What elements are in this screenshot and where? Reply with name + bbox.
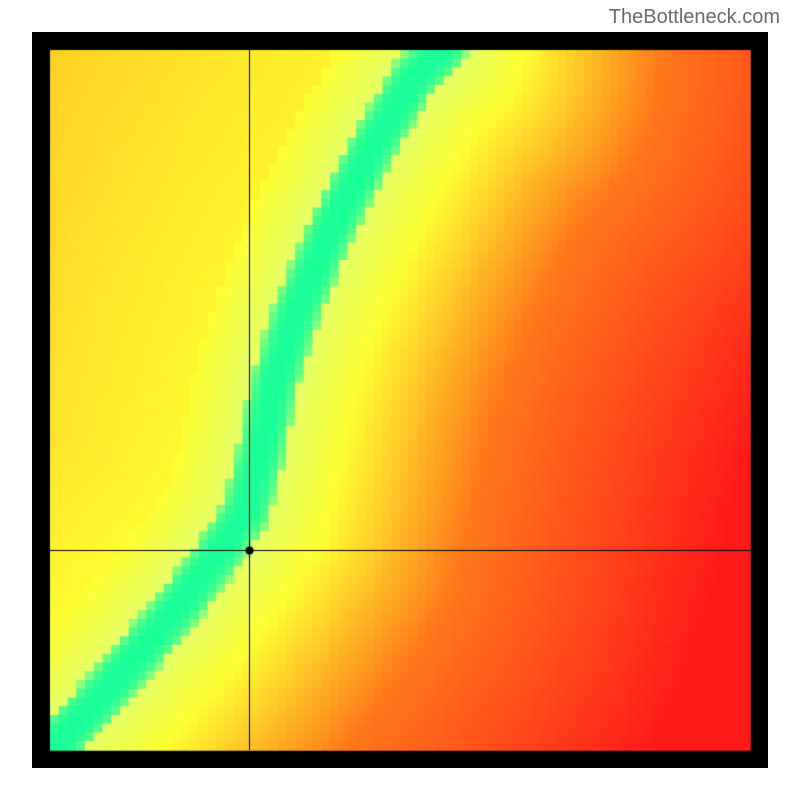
heatmap-plot	[32, 32, 768, 768]
chart-container: TheBottleneck.com	[0, 0, 800, 800]
heatmap-canvas	[32, 32, 768, 768]
credit-text: TheBottleneck.com	[609, 6, 780, 29]
